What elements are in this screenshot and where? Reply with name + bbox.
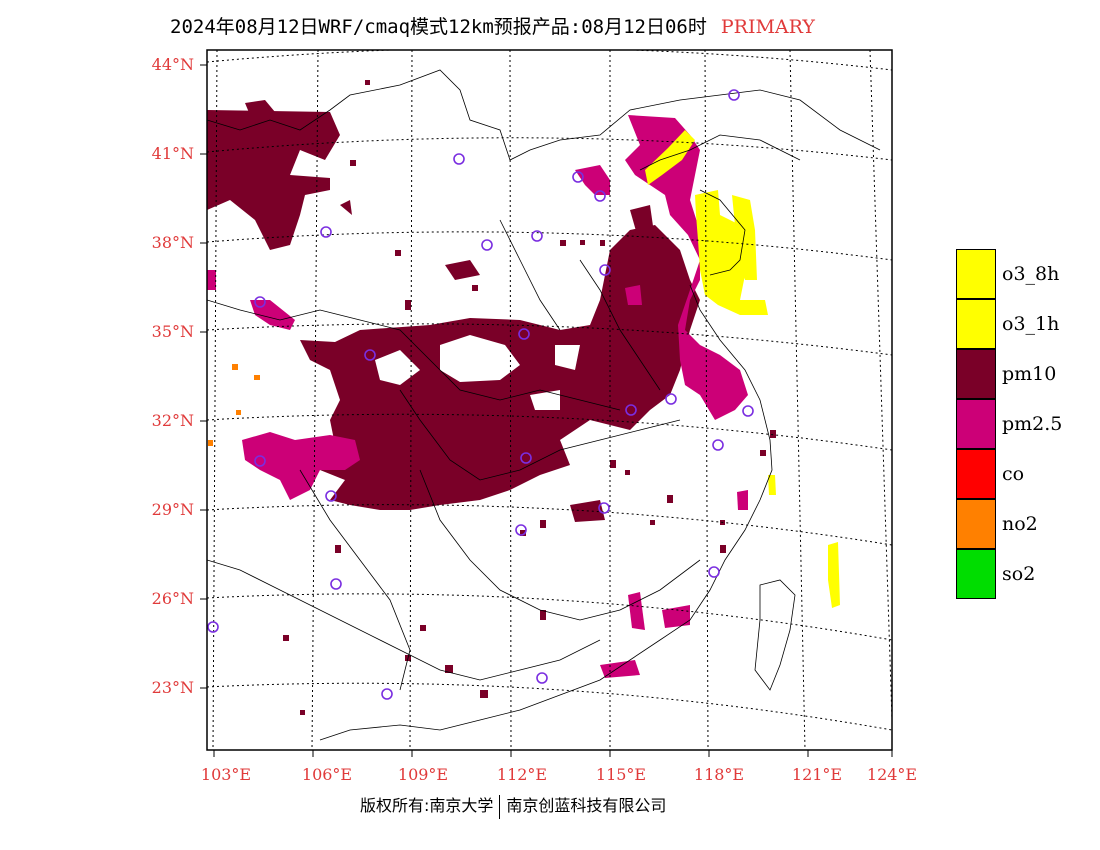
footer-divider: [499, 794, 501, 819]
lat-label-44: 44°N: [151, 55, 194, 74]
lat-label-35: 35°N: [151, 322, 194, 341]
lon-label-118: 118°E: [693, 765, 745, 784]
ozone-areas: [645, 130, 840, 608]
lon-label-109: 109°E: [397, 765, 449, 784]
lat-label-29: 29°N: [151, 500, 194, 519]
lon-label-115: 115°E: [595, 765, 647, 784]
legend-label: pm10: [1002, 363, 1057, 385]
legend-label: so2: [1002, 563, 1036, 585]
lon-label-112: 112°E: [496, 765, 548, 784]
legend-swatch: [956, 449, 996, 499]
legend-label: o3_8h: [1002, 263, 1060, 285]
lat-label-41: 41°N: [151, 144, 194, 163]
lat-label-26: 26°N: [151, 589, 194, 608]
title-tag: PRIMARY: [720, 16, 815, 38]
title-text: 2024年08月12日WRF/cmaq模式12km预报产品:08月12日06时: [170, 16, 707, 38]
lat-label-38: 38°N: [151, 233, 194, 252]
lon-label-103: 103°E: [200, 765, 252, 784]
legend-swatch: [956, 399, 996, 449]
copyright-left: 版权所有:南京大学: [360, 796, 494, 815]
legend-label: no2: [1002, 513, 1038, 535]
copyright-right: 南京创蓝科技有限公司: [506, 796, 667, 815]
pm10-gaps: [375, 335, 580, 410]
map-title: 2024年08月12日WRF/cmaq模式12km预报产品:08月12日06时 P…: [170, 12, 815, 39]
lon-label-106: 106°E: [301, 765, 353, 784]
legend-label: co: [1002, 463, 1025, 485]
graticule: [207, 50, 892, 750]
legend-label: pm2.5: [1002, 413, 1063, 435]
legend-swatch: [956, 249, 996, 299]
tick-marks: [200, 64, 893, 757]
pollutant-areas: [207, 50, 892, 750]
lat-label-32: 32°N: [151, 411, 194, 430]
legend-label: o3_1h: [1002, 313, 1060, 335]
lat-label-23: 23°N: [151, 678, 194, 697]
copyright-footer: 版权所有:南京大学 南京创蓝科技有限公司: [360, 792, 666, 819]
lon-label-124: 124°E: [866, 765, 918, 784]
legend-swatch: [956, 299, 996, 349]
pm25-areas: [207, 115, 748, 678]
legend-swatch: [956, 349, 996, 399]
legend-swatch: [956, 549, 996, 599]
station-markers: [207, 89, 754, 700]
map-frame: [206, 49, 893, 751]
legend-swatch: [956, 499, 996, 549]
no2-specks: [208, 364, 260, 446]
lon-label-121: 121°E: [791, 765, 843, 784]
boundaries: [207, 69, 881, 741]
